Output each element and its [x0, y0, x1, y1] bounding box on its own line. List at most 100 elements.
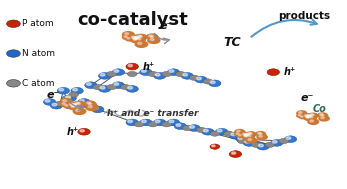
Circle shape	[188, 125, 200, 131]
Circle shape	[138, 35, 141, 37]
Circle shape	[139, 36, 142, 37]
Circle shape	[236, 136, 248, 143]
Circle shape	[76, 109, 80, 112]
Circle shape	[124, 36, 127, 37]
Circle shape	[100, 74, 105, 76]
Circle shape	[155, 74, 160, 76]
Circle shape	[215, 128, 228, 135]
Circle shape	[248, 135, 251, 137]
Circle shape	[246, 131, 256, 137]
Circle shape	[255, 131, 266, 137]
Circle shape	[155, 120, 160, 123]
Circle shape	[308, 112, 318, 118]
Circle shape	[242, 134, 252, 140]
Circle shape	[231, 152, 236, 154]
Circle shape	[148, 122, 158, 127]
Circle shape	[302, 113, 313, 119]
Circle shape	[304, 115, 308, 116]
Text: co-catalyst: co-catalyst	[77, 11, 188, 29]
Circle shape	[251, 142, 261, 147]
Circle shape	[247, 132, 257, 137]
Circle shape	[64, 102, 76, 109]
Circle shape	[129, 35, 143, 43]
Circle shape	[131, 35, 143, 42]
Circle shape	[301, 116, 303, 117]
Circle shape	[202, 128, 214, 135]
Circle shape	[257, 132, 261, 134]
Circle shape	[136, 34, 148, 40]
Circle shape	[245, 137, 257, 144]
Circle shape	[76, 105, 79, 107]
Circle shape	[80, 130, 84, 132]
Circle shape	[125, 36, 134, 42]
Circle shape	[305, 115, 309, 117]
Circle shape	[85, 82, 97, 88]
Circle shape	[86, 101, 97, 107]
Circle shape	[167, 69, 180, 75]
Circle shape	[311, 114, 314, 116]
Circle shape	[62, 96, 71, 101]
Circle shape	[71, 105, 75, 108]
Circle shape	[267, 69, 280, 75]
Circle shape	[259, 144, 263, 147]
Circle shape	[134, 38, 137, 39]
Circle shape	[150, 36, 154, 38]
Circle shape	[174, 123, 187, 129]
Circle shape	[76, 101, 85, 106]
Circle shape	[249, 133, 252, 134]
Circle shape	[135, 34, 147, 40]
Circle shape	[150, 39, 154, 41]
Circle shape	[112, 82, 125, 88]
Circle shape	[69, 102, 81, 109]
Circle shape	[318, 115, 330, 122]
Circle shape	[122, 31, 135, 38]
Circle shape	[245, 135, 247, 136]
Circle shape	[176, 124, 181, 126]
Circle shape	[148, 71, 158, 77]
Circle shape	[190, 126, 195, 128]
Circle shape	[307, 116, 310, 117]
Circle shape	[52, 103, 57, 106]
Text: products: products	[278, 11, 330, 21]
Circle shape	[7, 20, 20, 27]
Circle shape	[76, 102, 79, 104]
Circle shape	[100, 87, 105, 89]
Circle shape	[196, 77, 201, 80]
Circle shape	[243, 134, 252, 138]
Circle shape	[73, 101, 85, 107]
Circle shape	[239, 135, 241, 136]
Circle shape	[85, 102, 97, 109]
Text: e⁻: e⁻	[46, 90, 60, 99]
Circle shape	[60, 101, 70, 107]
Circle shape	[183, 125, 192, 131]
Circle shape	[136, 37, 146, 43]
Circle shape	[234, 132, 243, 137]
Circle shape	[86, 103, 91, 106]
Circle shape	[243, 134, 252, 138]
Circle shape	[181, 73, 194, 79]
Circle shape	[248, 132, 251, 134]
Circle shape	[203, 129, 208, 132]
Circle shape	[99, 86, 111, 92]
Circle shape	[265, 142, 275, 147]
Circle shape	[88, 105, 92, 108]
Circle shape	[59, 88, 64, 91]
Text: e⁻: e⁻	[160, 21, 173, 31]
Text: C atom: C atom	[22, 79, 54, 88]
Circle shape	[107, 71, 116, 77]
Circle shape	[243, 132, 253, 138]
Circle shape	[310, 116, 313, 118]
Circle shape	[93, 107, 98, 110]
Circle shape	[305, 113, 316, 119]
Circle shape	[85, 104, 99, 111]
Circle shape	[256, 134, 268, 140]
Text: Co: Co	[313, 104, 327, 114]
Circle shape	[75, 101, 86, 107]
Circle shape	[87, 102, 91, 104]
Circle shape	[246, 134, 249, 136]
Circle shape	[127, 37, 130, 39]
Circle shape	[196, 127, 206, 132]
Circle shape	[286, 137, 291, 139]
Circle shape	[244, 135, 247, 137]
Circle shape	[132, 37, 137, 39]
